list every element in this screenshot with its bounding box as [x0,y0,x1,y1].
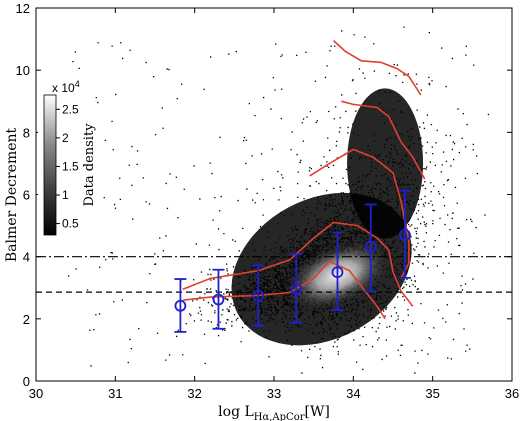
x-tick-label: 32 [187,386,201,401]
y-axis-label: Balmer Decrement [4,127,20,262]
reference-lines [36,256,512,293]
x-tick-label: 35 [425,386,439,401]
median-point-7 [398,189,411,279]
density-halo-upper [347,88,424,239]
median-marker [364,240,377,253]
colorbar-label: Data density [82,123,97,207]
colorbar-tick-label: 0.5 [62,217,79,231]
contour-line-3 [309,148,410,279]
contour-line-1 [332,40,422,96]
contour-line-4 [182,221,414,307]
x-tick-label: 30 [29,386,43,401]
median-marker [290,283,303,295]
contour-line-2 [341,100,426,180]
y-tick-label: 12 [16,1,30,16]
y-tick-label: 6 [23,188,30,203]
colorbar: 2.5 2 1.5 1 0.5 x 104 Data density [38,79,97,240]
median-point-2 [212,268,225,330]
x-axis-label-sub: Hα,ApCor [254,412,305,421]
y-tick-label: 4 [23,250,30,265]
x-tick-label: 36 [505,386,519,401]
x-tick-label: 33 [267,386,281,401]
median-point-4 [290,253,303,324]
median-point-5 [331,231,344,312]
colorbar-tick-label: 1 [62,188,69,202]
colorbar-tick-label: 2 [62,131,69,145]
y-tick-label: 8 [23,125,30,140]
colorbar-ticks: 2.5 2 1.5 1 0.5 [56,102,79,231]
density-contours [182,40,426,320]
colorbar-gradient [43,94,57,236]
colorbar-tick-label: 2.5 [62,102,79,116]
median-point-1 [174,278,187,333]
y-tick-label: 2 [23,312,30,327]
median-marker [398,229,411,241]
x-tick-label: 34 [346,386,360,401]
median-point-6 [364,203,377,293]
y-tick-label: 0 [23,374,30,389]
x-tick-label: 31 [108,386,122,401]
colorbar-multiplier-exp: 4 [75,79,80,89]
colorbar-multiplier: x 104 [52,79,80,95]
y-tick-label: 10 [16,63,30,78]
median-marker [331,266,344,279]
x-axis-label-unit: [W] [305,404,330,420]
colorbar-multiplier-base: x 10 [52,81,75,95]
median-point-3 [252,264,265,327]
x-axis-label-main: log L [218,404,254,420]
colorbar-tick-label: 1.5 [62,159,79,173]
median-marker [212,293,225,306]
x-axis-label: log LHα,ApCor[W] [218,404,330,421]
median-marker [252,289,265,302]
median-marker [174,299,187,312]
contour-line-5 [182,260,386,320]
binned-medians [174,189,411,333]
